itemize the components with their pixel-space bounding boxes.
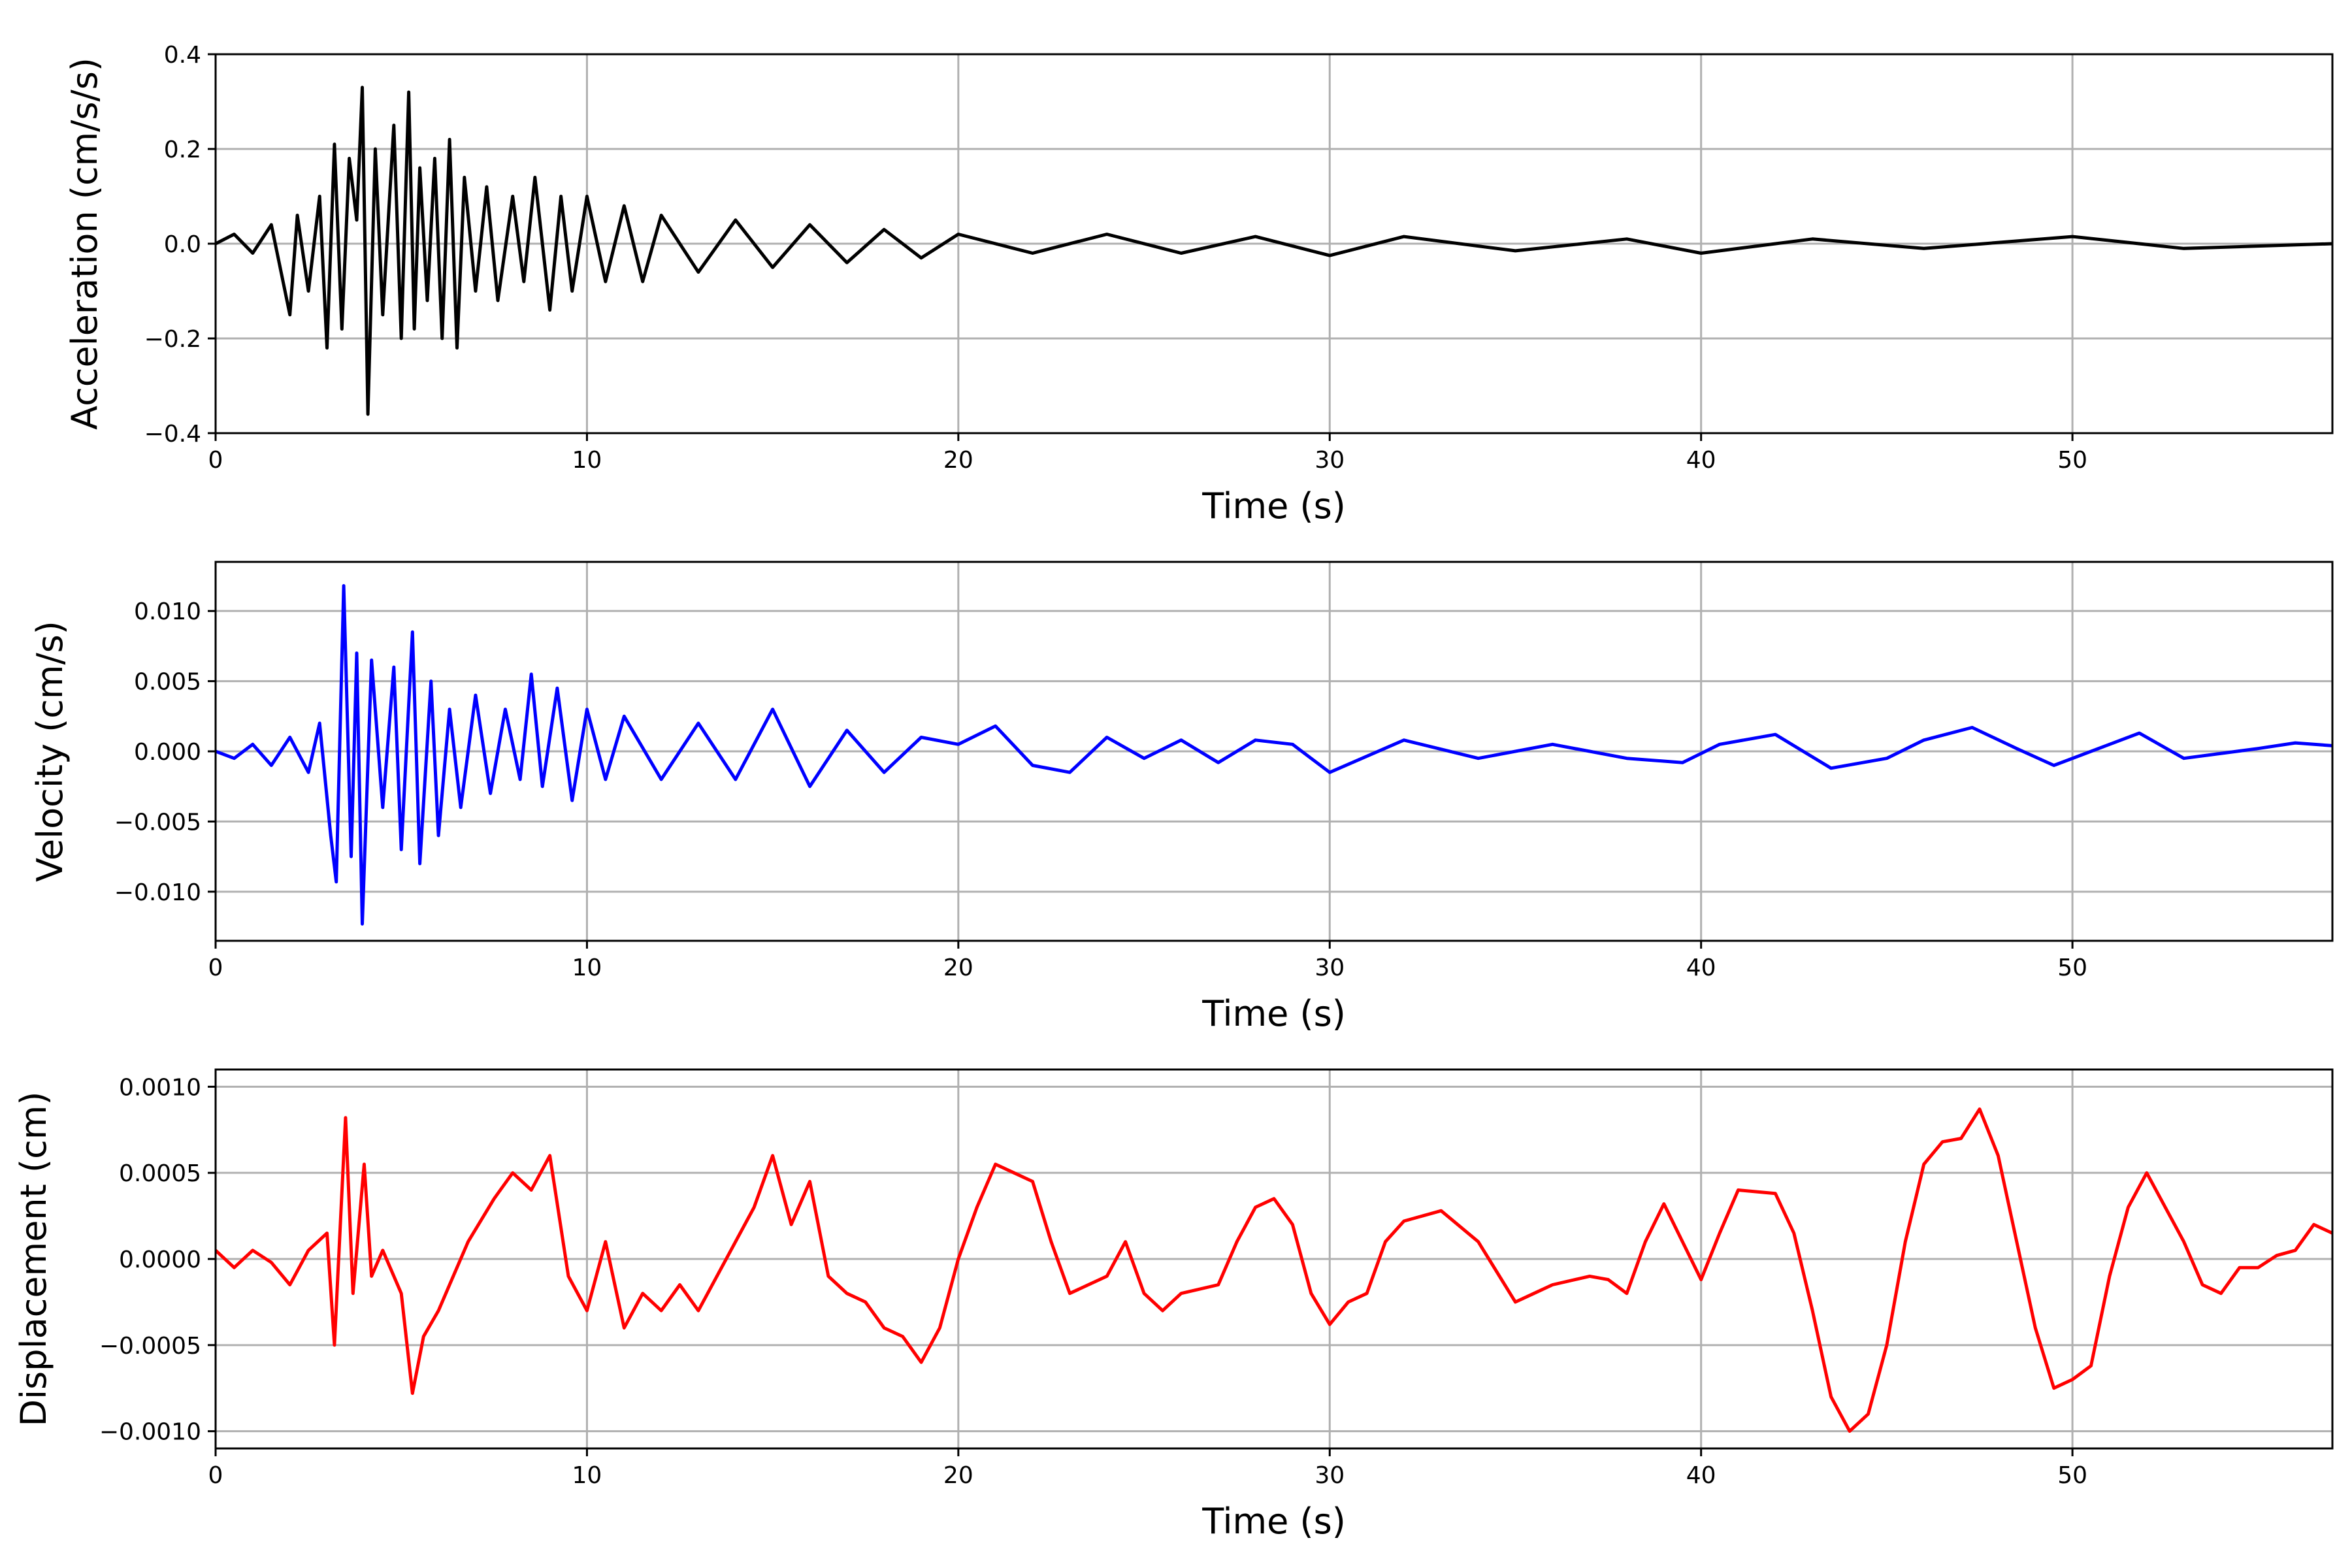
displacement-y-axis-label: Displacement (cm) <box>13 1092 54 1427</box>
acceleration-panel: 0 10 20 30 40 50 −0.4 −0.2 0.0 0.2 0.4 Time (s) Acce… <box>64 42 2334 527</box>
velocity-x-tick-label: 50 <box>2057 955 2087 981</box>
displacement-x-tick-label: 50 <box>2057 1462 2087 1489</box>
acceleration-x-axis-label: Time (s) <box>1201 485 1346 527</box>
displacement-y-tick-label: −0.0005 <box>99 1333 201 1360</box>
acceleration-x-tick-label: 10 <box>572 447 602 474</box>
acceleration-x-tick-label: 50 <box>2057 447 2087 474</box>
velocity-x-tick-label: 10 <box>572 955 602 981</box>
displacement-y-tick-label: 0.0010 <box>119 1074 201 1101</box>
velocity-x-tick-label: 0 <box>208 955 223 981</box>
velocity-y-tick-label: 0.010 <box>134 598 201 625</box>
displacement-x-axis-label: Time (s) <box>1201 1501 1346 1542</box>
velocity-series-line <box>216 584 2332 926</box>
acceleration-y-tick-label: −0.2 <box>144 326 201 353</box>
velocity-y-tick-label: 0.000 <box>134 739 201 766</box>
displacement-panel: 0 10 20 30 40 50 −0.0010 −0.0005 0.0000 0.0005 0.0… <box>13 1068 2334 1542</box>
velocity-x-tick-label: 30 <box>1315 955 1345 981</box>
acceleration-x-tick-label: 20 <box>943 447 973 474</box>
acceleration-x-tick-label: 40 <box>1686 447 1716 474</box>
acceleration-plot-frame <box>214 53 2334 434</box>
acceleration-y-tick-label: 0.4 <box>164 42 201 69</box>
displacement-x-tick-label: 40 <box>1686 1462 1716 1489</box>
displacement-x-tick-label: 0 <box>208 1462 223 1489</box>
velocity-x-axis-label: Time (s) <box>1201 993 1346 1034</box>
acceleration-y-tick-label: −0.4 <box>144 421 201 448</box>
velocity-panel: 0 10 20 30 40 50 −0.010 −0.005 0.000 0.005 0.010 Ti… <box>29 561 2334 1034</box>
displacement-y-tick-label: −0.0010 <box>99 1419 201 1446</box>
acceleration-y-tick-label: 0.0 <box>164 231 201 258</box>
velocity-x-tick-label: 20 <box>943 955 973 981</box>
velocity-y-tick-label: 0.005 <box>134 669 201 696</box>
displacement-x-tick-label: 10 <box>572 1462 602 1489</box>
displacement-x-tick-label: 30 <box>1315 1462 1345 1489</box>
acceleration-series-line <box>216 86 2332 416</box>
acceleration-x-tick-label: 30 <box>1315 447 1345 474</box>
velocity-y-tick-label: −0.010 <box>114 879 201 906</box>
displacement-plot-frame <box>214 1068 2334 1450</box>
acceleration-y-tick-label: 0.2 <box>164 137 201 163</box>
acceleration-x-tick-label: 0 <box>208 447 223 474</box>
displacement-y-tick-label: 0.0000 <box>119 1247 201 1273</box>
velocity-y-axis-label: Velocity (cm/s) <box>29 621 71 882</box>
displacement-series-line <box>216 1107 2332 1433</box>
displacement-x-tick-label: 20 <box>943 1462 973 1489</box>
velocity-plot-frame <box>214 561 2334 942</box>
displacement-y-tick-label: 0.0005 <box>119 1160 201 1187</box>
acceleration-y-axis-label: Acceleration (cm/s/s) <box>64 57 105 430</box>
velocity-x-tick-label: 40 <box>1686 955 1716 981</box>
velocity-y-tick-label: −0.005 <box>114 809 201 836</box>
